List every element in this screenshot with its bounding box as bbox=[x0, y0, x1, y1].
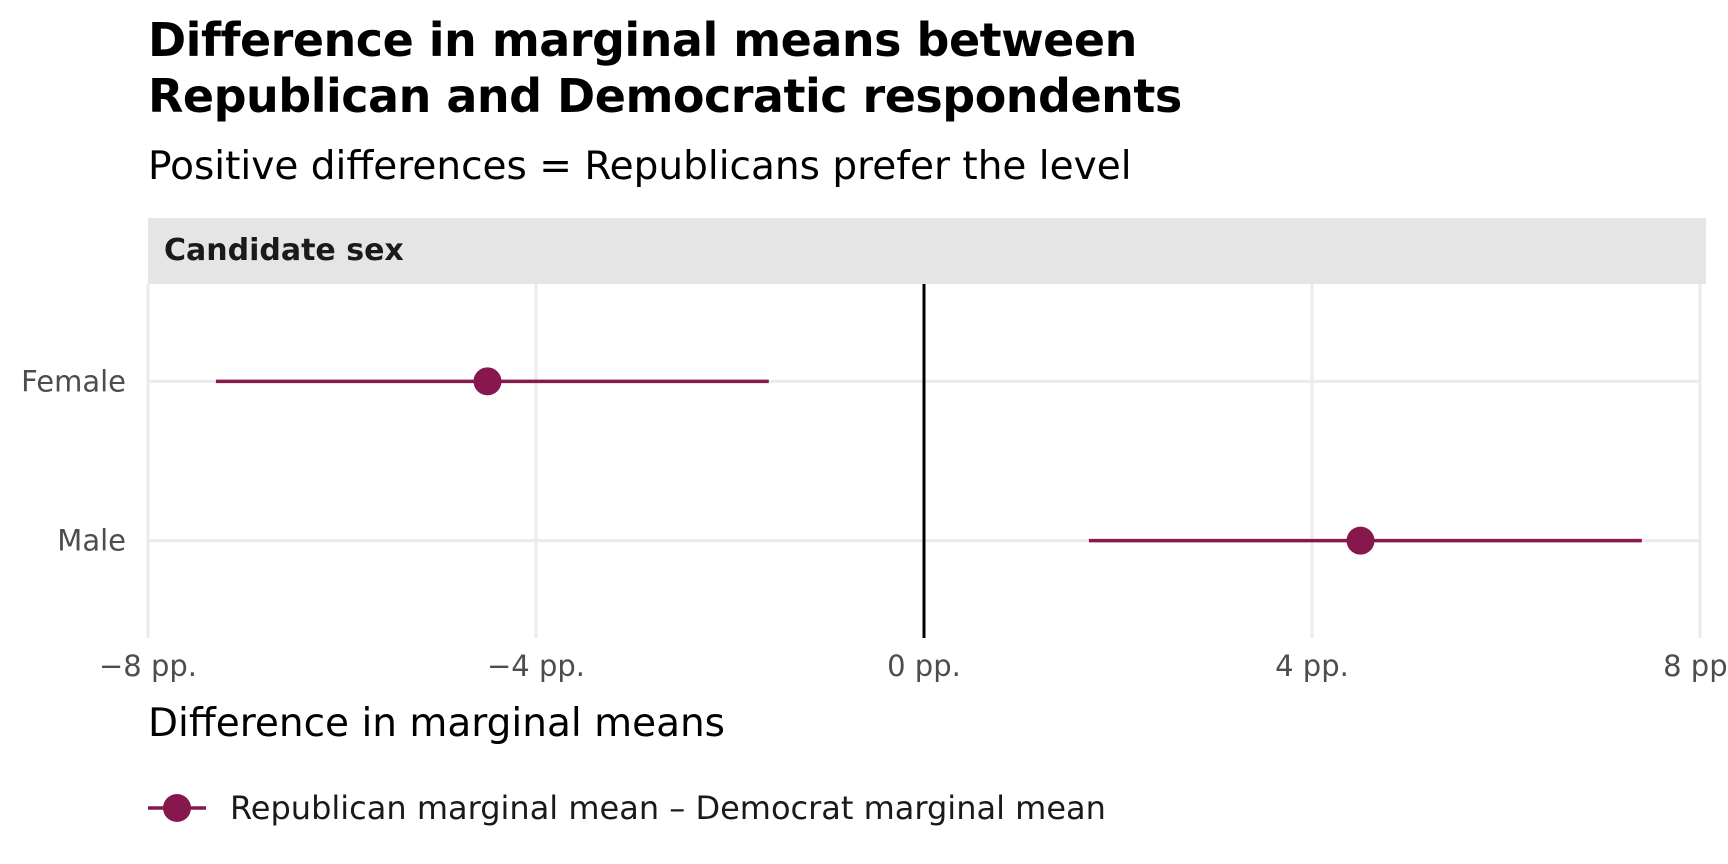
chart-title: Difference in marginal means between Repu… bbox=[148, 12, 1182, 124]
x-tick-label: −4 pp. bbox=[487, 649, 585, 683]
legend-label: Republican marginal mean – Democrat marg… bbox=[230, 789, 1106, 827]
facet-label: Candidate sex bbox=[164, 233, 404, 268]
y-tick-label: Female bbox=[21, 364, 126, 398]
legend: Republican marginal mean – Democrat marg… bbox=[148, 782, 1106, 834]
chart-title-line: Republican and Democratic respondents bbox=[148, 69, 1182, 123]
x-tick-label: 4 pp. bbox=[1275, 649, 1349, 683]
x-tick-label: 8 pp. bbox=[1663, 649, 1728, 683]
chart-subtitle: Positive differences = Republicans prefe… bbox=[148, 144, 1132, 189]
legend-key-icon bbox=[148, 794, 206, 822]
plot-area: Female Male −8 pp. −4 pp. 0 pp. 4 pp. 8 pp. bbox=[21, 284, 1728, 683]
x-tick-label: −8 pp. bbox=[99, 649, 197, 683]
point-estimate bbox=[1346, 526, 1375, 555]
chart-title-line: Difference in marginal means between bbox=[148, 13, 1137, 67]
x-axis-title: Difference in marginal means bbox=[148, 701, 726, 746]
point-estimate bbox=[473, 367, 502, 396]
x-tick-label: 0 pp. bbox=[887, 649, 961, 683]
facet-strip: Candidate sex bbox=[148, 218, 1706, 284]
y-tick-label: Male bbox=[57, 524, 126, 558]
